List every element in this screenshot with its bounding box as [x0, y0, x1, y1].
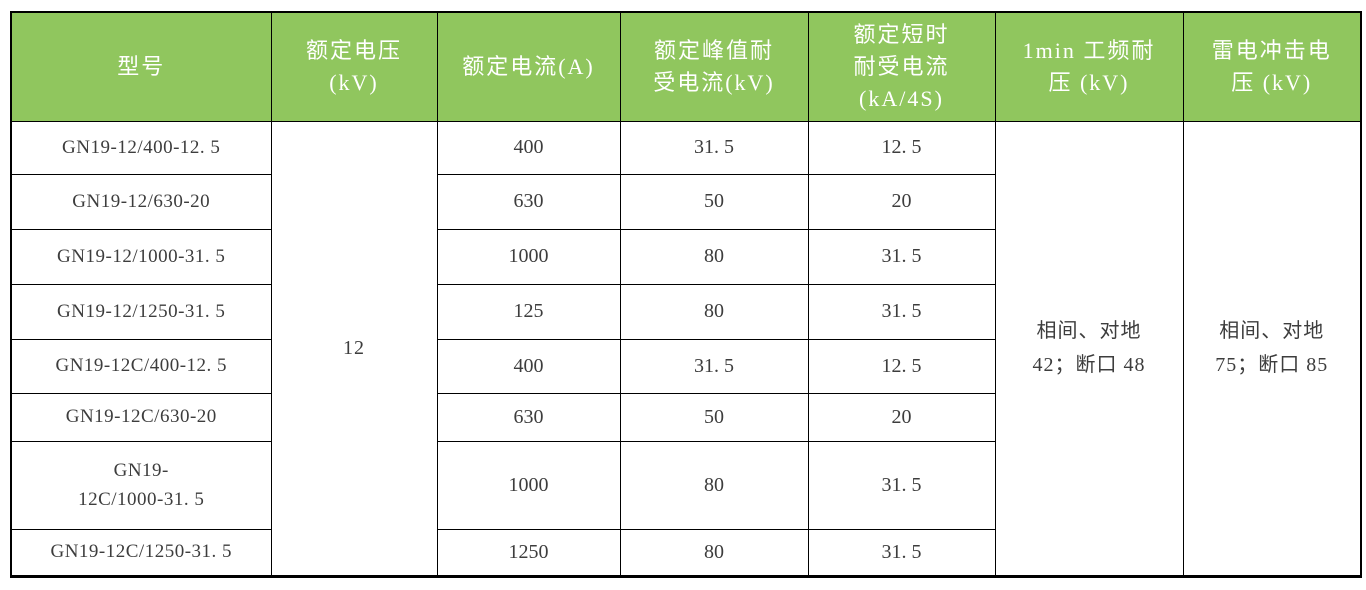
cell-short-time-withstand-current: 31. 5 — [807, 440, 996, 530]
cell-peak-withstand-current: 50 — [619, 173, 809, 230]
cell-short-time-withstand-current: 31. 5 — [807, 228, 996, 285]
cell-model: GN19-12/1250-31. 5 — [10, 283, 272, 340]
header-peak-withstand-current: 额定峰值耐 受电流(kV) — [619, 11, 809, 122]
header-rated-voltage: 额定电压 (kV) — [270, 11, 438, 122]
cell-model: GN19-12C/400-12. 5 — [10, 338, 272, 394]
cell-rated-current: 125 — [436, 283, 621, 340]
cell-lightning-impulse-voltage-merged: 相间、对地 75；断口 85 — [1182, 120, 1362, 577]
cell-peak-withstand-current: 31. 5 — [619, 338, 809, 394]
table-row: GN19-12/400-12. 5 12 400 31. 5 12. 5 相间、… — [10, 120, 1362, 577]
table-row: GN19-12C/630-20 630 50 20 — [10, 392, 1361, 442]
cell-rated-current: 1000 — [436, 440, 621, 530]
cell-short-time-withstand-current: 31. 5 — [807, 283, 996, 340]
page: 型号 额定电压 (kV) 额定电流(A) 额定峰值耐 受电流(kV) 额定短时 … — [0, 11, 1366, 590]
table-row: GN19-12/1250-31. 5 125 80 31. 5 — [10, 283, 1361, 340]
disconnector-spec-table: 型号 额定电压 (kV) 额定电流(A) 额定峰值耐 受电流(kV) 额定短时 … — [10, 11, 1362, 578]
cell-model: GN19-12C/1250-31. 5 — [10, 528, 272, 577]
header-short-time-withstand-current: 额定短时 耐受电流 (kA/4S) — [807, 11, 996, 122]
cell-rated-current: 400 — [436, 338, 621, 394]
cell-rated-current: 1250 — [436, 528, 621, 577]
cell-short-time-withstand-current: 20 — [807, 392, 996, 442]
cell-peak-withstand-current: 31. 5 — [619, 120, 809, 175]
table-row: GN19-12/630-20 630 50 20 — [10, 173, 1361, 230]
cell-rated-current: 630 — [436, 392, 621, 442]
cell-short-time-withstand-current: 12. 5 — [807, 338, 996, 394]
cell-model: GN19-12/630-20 — [10, 173, 272, 230]
header-lightning-impulse-voltage: 雷电冲击电 压 (kV) — [1182, 11, 1362, 122]
cell-rated-current: 630 — [436, 173, 621, 230]
cell-power-frequency-voltage-merged: 相间、对地 42；断口 48 — [994, 120, 1184, 577]
cell-rated-current: 400 — [436, 120, 621, 175]
header-row: 型号 额定电压 (kV) 额定电流(A) 额定峰值耐 受电流(kV) 额定短时 … — [10, 11, 1362, 122]
cell-peak-withstand-current: 80 — [619, 528, 809, 577]
header-power-frequency-withstand-voltage: 1min 工频耐 压 (kV) — [994, 11, 1184, 122]
cell-rated-voltage-merged: 12 — [270, 120, 438, 577]
header-rated-current: 额定电流(A) — [436, 11, 621, 122]
cell-rated-current: 1000 — [436, 228, 621, 285]
cell-model: GN19-12/400-12. 5 — [10, 120, 272, 175]
cell-short-time-withstand-current: 12. 5 — [807, 120, 996, 175]
cell-model: GN19- 12C/1000-31. 5 — [10, 440, 272, 530]
cell-peak-withstand-current: 80 — [619, 228, 809, 285]
cell-short-time-withstand-current: 31. 5 — [807, 528, 996, 577]
cell-model: GN19-12C/630-20 — [10, 392, 272, 442]
header-model: 型号 — [10, 11, 272, 122]
cell-peak-withstand-current: 50 — [619, 392, 809, 442]
cell-model: GN19-12/1000-31. 5 — [10, 228, 272, 285]
table-row: GN19-12C/1250-31. 5 1250 80 31. 5 — [10, 528, 1361, 577]
cell-peak-withstand-current: 80 — [619, 283, 809, 340]
table-row: GN19-12C/400-12. 5 400 31. 5 12. 5 — [10, 338, 1361, 394]
table-row: GN19-12/1000-31. 5 1000 80 31. 5 — [10, 228, 1361, 285]
cell-peak-withstand-current: 80 — [619, 440, 809, 530]
cell-short-time-withstand-current: 20 — [807, 173, 996, 230]
